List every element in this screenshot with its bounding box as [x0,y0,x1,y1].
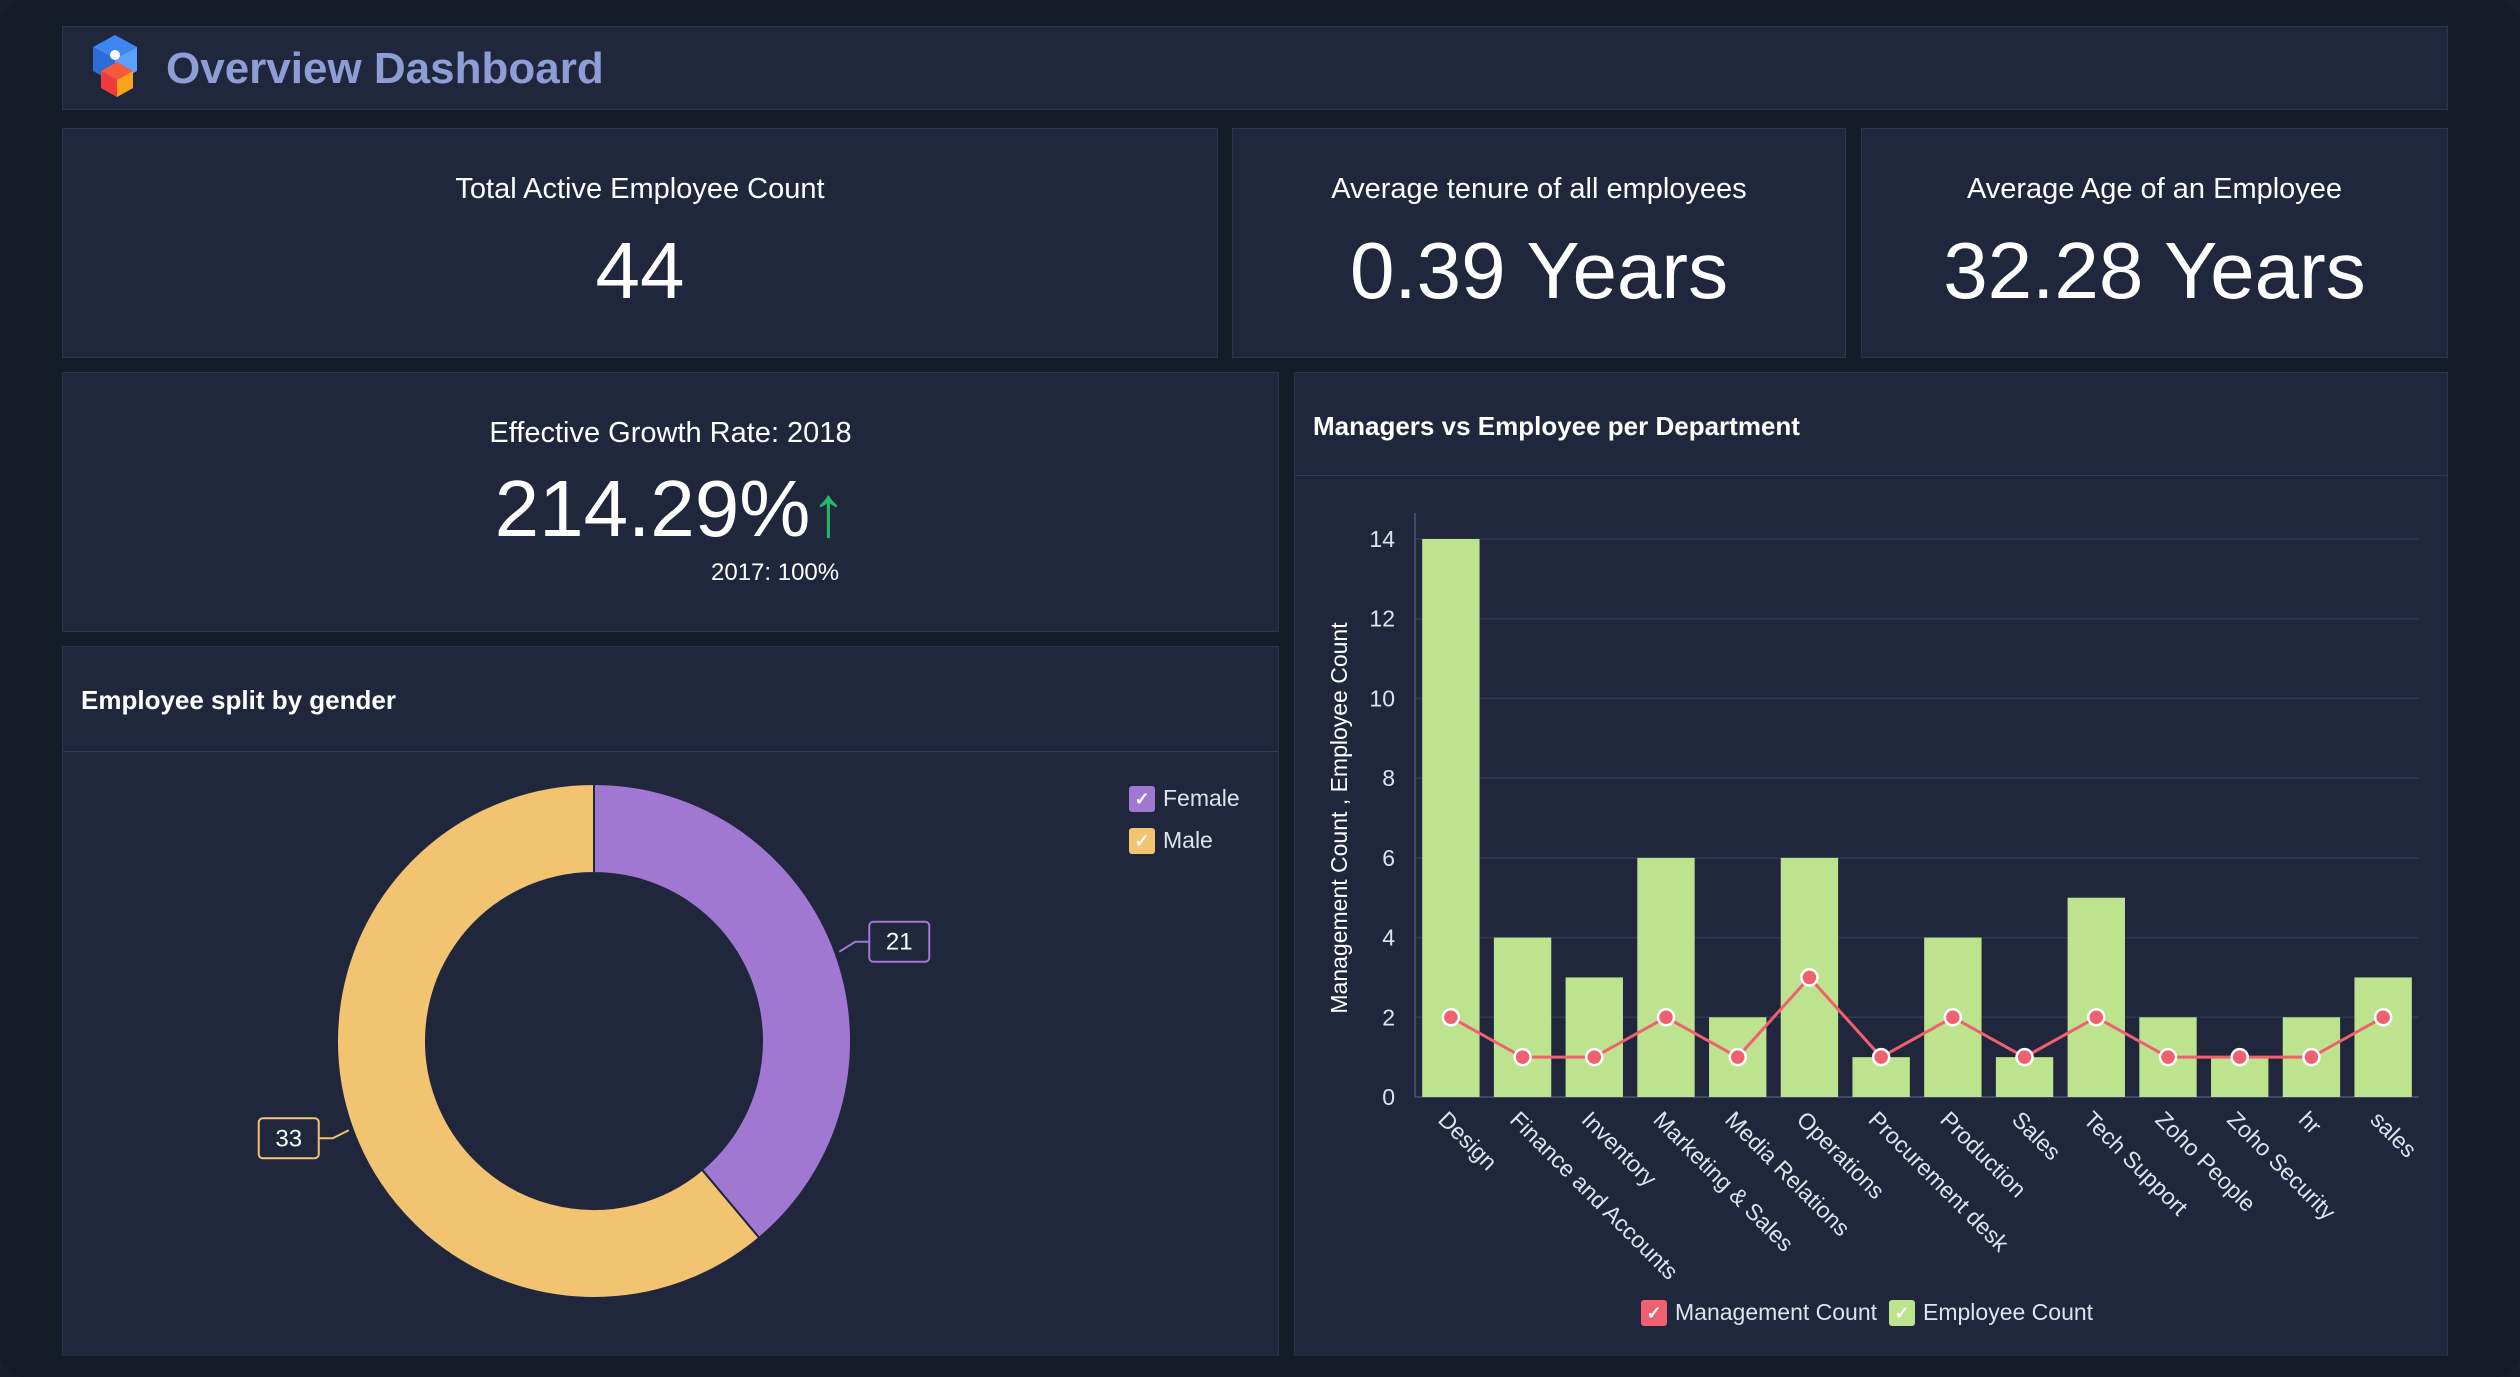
management-count-point[interactable] [1656,1008,1676,1027]
kpi-label: Effective Growth Rate: 2018 [489,417,852,449]
kpi-card-employee-count: Total Active Employee Count 44 [62,128,1218,358]
management-count-point[interactable] [1871,1047,1891,1067]
kpi-label: Average tenure of all employees [1331,173,1747,205]
bar-inventory[interactable] [1565,977,1623,1097]
donut-slice-female[interactable] [593,782,852,1240]
kpi-value: 0.39 Years [1349,226,1729,315]
legend-item-female[interactable]: ✓ Female [1129,785,1240,812]
checkbox-checked-icon: ✓ [1129,785,1155,812]
management-count-point[interactable] [1943,1008,1963,1027]
x-tick-label: sales [2366,1106,2422,1162]
department-bar-chart: 0 2 4 6 8 10 12 14 Management Count , Employee C… [1326,513,2422,1285]
management-count-point[interactable] [2158,1047,2178,1067]
management-count-point[interactable] [2087,1008,2106,1027]
kpi-label: Total Active Employee Count [455,173,825,205]
y-tick-label: 8 [1382,765,1395,791]
legend-item-management-count[interactable]: ✓ Management Count [1641,1299,1877,1326]
cube-logo-icon [93,35,137,97]
checkbox-checked-icon: ✓ [1129,827,1155,854]
x-tick-label: Marketing & Sales [1648,1106,1798,1256]
legend-item-male[interactable]: ✓ Male [1129,827,1213,854]
page-title: Overview Dashboard [166,44,604,93]
management-count-line [1450,975,2384,1060]
data-label-box [868,920,931,963]
x-tick-label: hr [2294,1106,2327,1139]
bar-design[interactable] [1422,539,1480,1097]
kpi-value: 32.28 Years [1943,226,2366,315]
management-count-point[interactable] [2302,1047,2321,1067]
management-count-point[interactable] [2015,1047,2034,1067]
legend-label: Management Count [1675,1299,1878,1325]
y-tick-label: 10 [1369,685,1395,711]
kpi-value: 44 [595,226,685,315]
y-tick-label: 0 [1382,1084,1395,1110]
management-count-point[interactable] [1441,1008,1461,1027]
gender-chart-panel: Employee split by gender ✓ Female ✓ Male… [62,646,1279,1356]
data-label-box [257,1117,320,1160]
management-count-point[interactable] [1585,1047,1604,1067]
x-tick-label: Media Relations [1720,1106,1855,1241]
management-count-point[interactable] [1728,1047,1747,1067]
chart-title: Employee split by gender [81,685,396,715]
arrow-up-icon: ↑ [810,472,847,552]
y-tick-label: 2 [1382,1004,1395,1030]
y-axis-title: Management Count , Employee Count [1326,622,1352,1014]
y-tick-label: 4 [1382,925,1395,951]
department-chart-panel: Managers vs Employee per Department 0 2 4 6… [1294,372,2448,1356]
kpi-card-average-age: Average Age of an Employee 32.28 Years [1861,128,2448,358]
bar-marketing-sales[interactable] [1637,857,1695,1097]
growth-value-text: 214.29% [494,464,811,553]
x-tick-label: Sales [2007,1106,2066,1165]
donut-slice-male[interactable] [336,782,761,1299]
growth-value: 214.29%↑ [63,463,1278,555]
chart-header-divider [1295,475,2447,476]
checkbox-checked-icon: ✓ [1889,1299,1915,1326]
x-tick-label: Design [1433,1106,1502,1175]
bar-finance-and-accounts[interactable] [1493,937,1552,1097]
management-count-point[interactable] [1513,1047,1532,1067]
dashboard-header: Overview Dashboard [62,26,2448,110]
kpi-label: Average Age of an Employee [1966,173,2343,205]
legend-label: Female [1163,785,1240,811]
kpi-card-average-tenure: Average tenure of all employees 0.39 Yea… [1232,128,1846,358]
data-label: 21 [886,929,913,956]
data-label: 33 [275,1125,302,1152]
legend-label: Employee Count [1923,1299,2094,1325]
management-count-point[interactable] [2373,1008,2393,1027]
management-count-point[interactable] [1800,968,1819,987]
chart-title: Managers vs Employee per Department [1313,411,1800,441]
legend-label: Male [1163,827,1213,853]
y-tick-label: 6 [1382,845,1395,871]
y-tick-label: 12 [1369,606,1395,632]
y-tick-label: 14 [1369,526,1395,552]
donut-chart: 21 33 [257,782,931,1299]
management-count-point[interactable] [2230,1047,2249,1067]
legend-item-employee-count[interactable]: ✓ Employee Count [1889,1299,2093,1326]
chart-header-divider [63,751,1278,752]
checkbox-checked-icon: ✓ [1641,1299,1667,1326]
kpi-card-growth-rate: Effective Growth Rate: 2018 214.29%↑ 201… [62,372,1279,632]
bar-tech-support[interactable] [2067,897,2125,1097]
bar-sales[interactable] [2354,977,2412,1097]
growth-previous-year: 2017: 100% [711,559,840,586]
